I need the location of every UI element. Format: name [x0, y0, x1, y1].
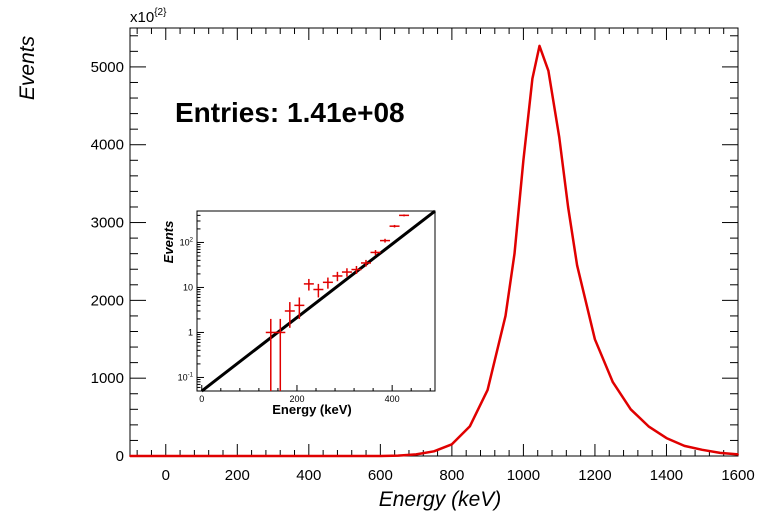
inset-x-tick-label: 0 [199, 394, 204, 404]
main-series-point [379, 455, 382, 457]
y-multiplier-label: x10{2} [130, 7, 167, 26]
inset-data-point [360, 259, 371, 267]
inset-data-point [303, 278, 314, 291]
inset-data-point [313, 283, 324, 298]
inset-data-point [322, 277, 333, 289]
inset-y-tick-label: 10 [183, 282, 193, 292]
main-y-axis-title: Events [16, 35, 39, 100]
main-series-point [665, 437, 668, 440]
main-series-point [647, 425, 650, 428]
inset-x-tick-label: 200 [289, 394, 304, 404]
main-x-tick-label: 1000 [507, 467, 540, 484]
inset-data-point [332, 271, 343, 282]
inset-data-point [399, 214, 410, 217]
inset-y-axis-title: Events [161, 221, 176, 264]
inset-x-tick-label: 400 [385, 394, 400, 404]
inset-y-tick-label: 10-1 [178, 372, 194, 382]
inset-x-axis-title: Energy (keV) [272, 402, 351, 417]
y-multiplier-base: x10 [130, 9, 154, 26]
inset-data-point [275, 318, 286, 391]
main-series-point [547, 69, 550, 72]
main-series-point [701, 448, 704, 451]
main-series-group [129, 44, 739, 458]
main-x-tick-label: 0 [162, 467, 170, 484]
main-x-tick-label: 1200 [578, 467, 611, 484]
main-x-tick-label: 200 [225, 467, 250, 484]
main-series-point [504, 315, 507, 317]
main-series-point [629, 408, 632, 411]
main-axis-ticks: 0 200 400 600 800 1000 1200 1400 160001000200030… [91, 28, 755, 484]
main-series-point [558, 136, 561, 138]
main-series-point [397, 454, 400, 457]
main-x-axis-title: Energy (keV) [379, 488, 502, 511]
main-series-point [522, 159, 525, 162]
main-series-point [737, 453, 739, 456]
inset-data-point [351, 265, 362, 274]
inset-y-tick-exp: 2 [190, 237, 194, 243]
main-series-point [567, 206, 570, 208]
main-series-point [468, 425, 471, 428]
inset-y-tick-label: 1 [188, 327, 193, 337]
inset-series-group [200, 209, 436, 393]
main-series-point [486, 388, 489, 391]
main-series-point [531, 77, 534, 80]
main-x-tick-label: 1400 [650, 467, 683, 484]
entries-annotation: Entries: 1.41e+08 [175, 97, 405, 128]
main-series-point [576, 264, 578, 267]
main-y-tick-label: 1000 [91, 370, 124, 387]
main-series-line [130, 44, 739, 458]
inset-y-tick-exp: -1 [188, 372, 194, 378]
main-plot-frame [129, 27, 739, 457]
main-series-point [513, 252, 516, 255]
main-series-point [129, 455, 131, 457]
main-series-point [433, 450, 435, 453]
main-y-tick-label: 2000 [91, 292, 124, 309]
inset-data-point [294, 297, 305, 319]
inset-data-point [284, 302, 295, 328]
main-x-tick-label: 400 [296, 467, 321, 484]
main-x-tick-label: 800 [439, 467, 464, 484]
main-series-point [450, 443, 453, 446]
inset-data-point [389, 224, 400, 228]
inset-data-point [341, 268, 352, 277]
main-y-tick-label: 5000 [91, 59, 124, 76]
inset-data-point [370, 250, 381, 256]
inset-y-tick-base: 10 [180, 237, 190, 247]
main-series-point [719, 451, 722, 454]
main-series-point [683, 444, 686, 447]
main-y-tick-label: 0 [116, 448, 124, 465]
main-x-tick-label: 600 [368, 467, 393, 484]
main-series-point [415, 453, 418, 456]
inset-data-point [265, 318, 276, 391]
main-x-tick-label: 1600 [721, 467, 754, 484]
y-multiplier-exp: {2} [154, 7, 167, 18]
main-series-point [594, 338, 596, 341]
main-series-point [538, 44, 541, 47]
inset-y-tick-label: 102 [180, 237, 194, 247]
main-series-point [611, 381, 614, 383]
main-y-tick-label: 4000 [91, 137, 124, 154]
inset-y-tick-base: 10 [178, 372, 188, 382]
inset-fit-line [200, 209, 436, 393]
inset-data-point [380, 238, 391, 243]
main-y-tick-label: 3000 [91, 215, 124, 232]
